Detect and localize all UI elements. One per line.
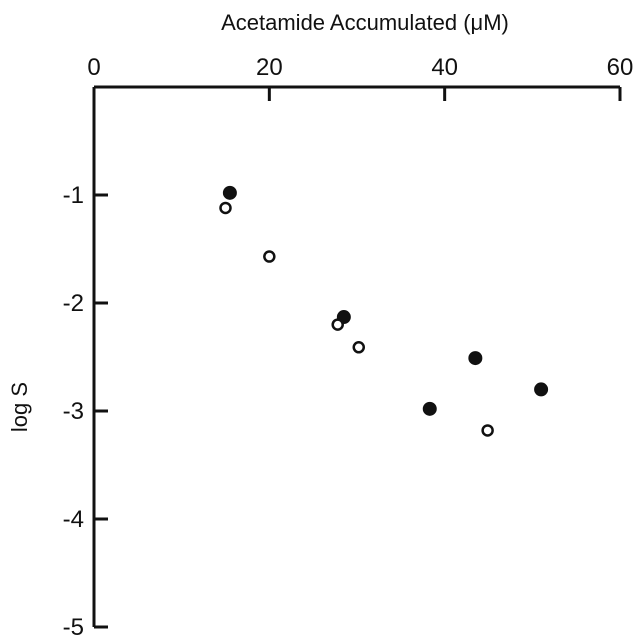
y-axis-title: log S <box>7 382 32 432</box>
open-data-point <box>352 341 366 354</box>
x-tick-label: 40 <box>431 54 458 81</box>
x-tick-label: 0 <box>87 54 100 81</box>
data-points <box>219 185 549 437</box>
filled-data-point <box>222 185 237 200</box>
x-tick-label: 20 <box>256 54 283 81</box>
x-axis-ticks: 0 20 40 60 <box>87 54 633 101</box>
filled-data-point <box>468 351 483 366</box>
axes <box>92 85 620 627</box>
open-data-point <box>481 424 494 437</box>
open-data-point <box>331 318 344 331</box>
x-axis-title: Acetamide Accumulated (μM) <box>221 10 509 35</box>
y-axis-ticks: -1 -2 -3 -4 -5 <box>63 182 108 637</box>
filled-data-point <box>534 382 549 397</box>
filled-data-point <box>422 401 437 416</box>
y-tick-label: -1 <box>63 182 84 209</box>
y-tick-label: -3 <box>63 398 84 425</box>
open-data-point <box>219 201 232 215</box>
y-tick-label: -5 <box>63 614 84 637</box>
y-tick-label: -2 <box>63 290 84 317</box>
open-data-point <box>263 250 276 263</box>
x-tick-label: 60 <box>607 54 634 81</box>
y-tick-label: -4 <box>63 506 84 533</box>
